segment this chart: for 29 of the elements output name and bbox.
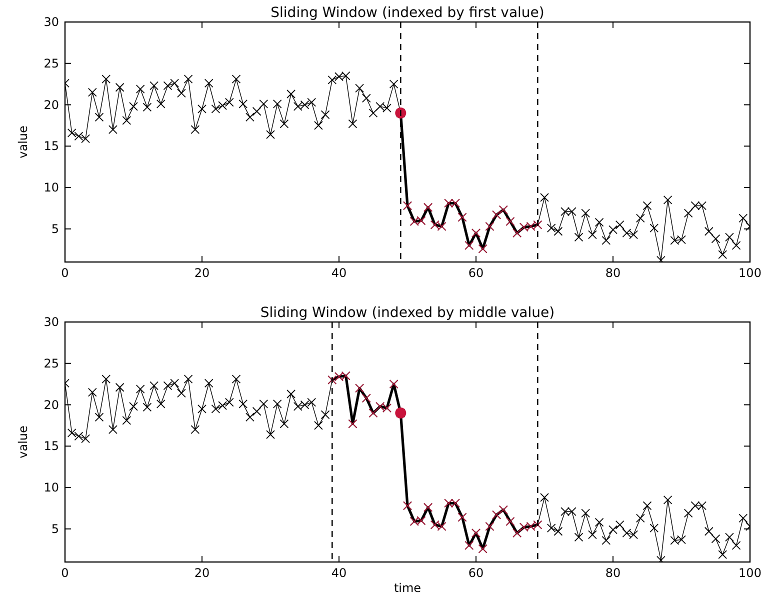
y-tick-label: 5 bbox=[51, 222, 59, 236]
x-tick-label: 0 bbox=[61, 566, 69, 580]
y-axis-title: value bbox=[16, 426, 30, 458]
y-tick-label: 15 bbox=[44, 139, 59, 154]
y-axis-title: value bbox=[16, 126, 30, 158]
chart-title: Sliding Window (indexed by first value) bbox=[270, 5, 544, 21]
y-tick-label: 25 bbox=[44, 56, 59, 70]
y-tick-label: 10 bbox=[44, 180, 59, 195]
y-tick-label: 10 bbox=[44, 480, 59, 495]
x-tick-label: 60 bbox=[468, 566, 484, 580]
x-tick-label: 80 bbox=[605, 266, 621, 280]
x-axis-title: time bbox=[394, 581, 422, 595]
y-tick-label: 30 bbox=[44, 315, 59, 329]
x-tick-label: 40 bbox=[331, 566, 347, 580]
chart-title: Sliding Window (indexed by middle value) bbox=[260, 305, 555, 321]
y-tick-label: 5 bbox=[51, 522, 59, 536]
y-tick-label: 20 bbox=[44, 398, 59, 412]
x-tick-label: 100 bbox=[738, 266, 762, 280]
x-tick-label: 20 bbox=[194, 566, 210, 580]
y-tick-label: 15 bbox=[44, 439, 59, 454]
x-tick-label: 20 bbox=[194, 266, 210, 280]
y-tick-label: 30 bbox=[44, 15, 59, 29]
y-tick-label: 20 bbox=[44, 98, 59, 112]
x-tick-label: 100 bbox=[738, 566, 762, 580]
x-tick-label: 80 bbox=[605, 566, 621, 580]
y-tick-label: 25 bbox=[44, 356, 59, 370]
x-tick-label: 60 bbox=[468, 266, 484, 280]
x-tick-label: 40 bbox=[331, 266, 347, 280]
x-tick-label: 0 bbox=[61, 266, 69, 280]
